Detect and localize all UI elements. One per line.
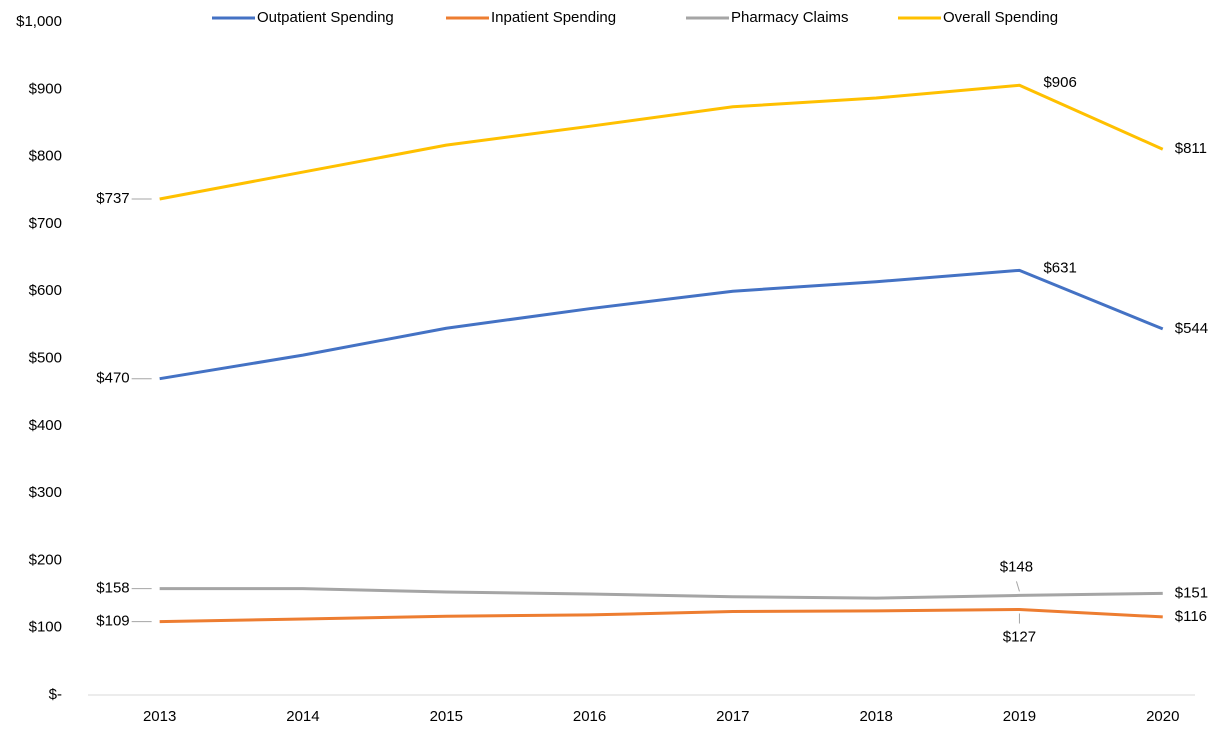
data-label: $116 — [1175, 608, 1207, 625]
data-label: $906 — [1043, 74, 1076, 91]
y-tick-label: $400 — [29, 417, 62, 434]
data-label: $148 — [1000, 558, 1033, 575]
data-label: $470 — [96, 370, 129, 387]
x-tick-label: 2013 — [143, 708, 176, 725]
data-label: $127 — [1003, 628, 1036, 645]
x-tick-label: 2018 — [859, 708, 892, 725]
x-tick-label: 2017 — [716, 708, 749, 725]
y-tick-label: $600 — [29, 282, 62, 299]
x-tick-label: 2016 — [573, 708, 606, 725]
data-label: $109 — [96, 613, 129, 630]
series-line — [159, 83, 1164, 201]
series-line — [159, 587, 1163, 600]
y-tick-label: $800 — [29, 148, 62, 165]
x-tick-label: 2015 — [430, 708, 463, 725]
y-tick-label: $200 — [29, 551, 62, 568]
y-tick-label: $900 — [29, 80, 62, 97]
legend-label: Overall Spending — [943, 9, 1058, 26]
series-line — [159, 268, 1164, 381]
y-tick-label: $700 — [29, 215, 62, 232]
data-label: $544 — [1175, 320, 1208, 337]
series-line — [159, 608, 1163, 624]
legend-label: Outpatient Spending — [257, 9, 394, 26]
y-tick-label: $500 — [29, 349, 62, 366]
y-tick-label: $1,000 — [16, 13, 62, 30]
y-tick-label: $- — [49, 686, 62, 703]
data-label: $737 — [96, 190, 129, 207]
x-tick-label: 2014 — [286, 708, 319, 725]
x-tick-label: 2019 — [1003, 708, 1036, 725]
y-tick-label: $100 — [29, 619, 62, 636]
data-label: $158 — [96, 580, 129, 597]
legend-label: Pharmacy Claims — [731, 9, 849, 26]
legend-label: Inpatient Spending — [491, 9, 616, 26]
y-tick-label: $300 — [29, 484, 62, 501]
leader-line — [1015, 581, 1020, 592]
data-label: $631 — [1043, 259, 1076, 276]
data-label: $151 — [1175, 584, 1208, 601]
data-label: $811 — [1175, 140, 1207, 157]
x-tick-label: 2020 — [1146, 708, 1179, 725]
